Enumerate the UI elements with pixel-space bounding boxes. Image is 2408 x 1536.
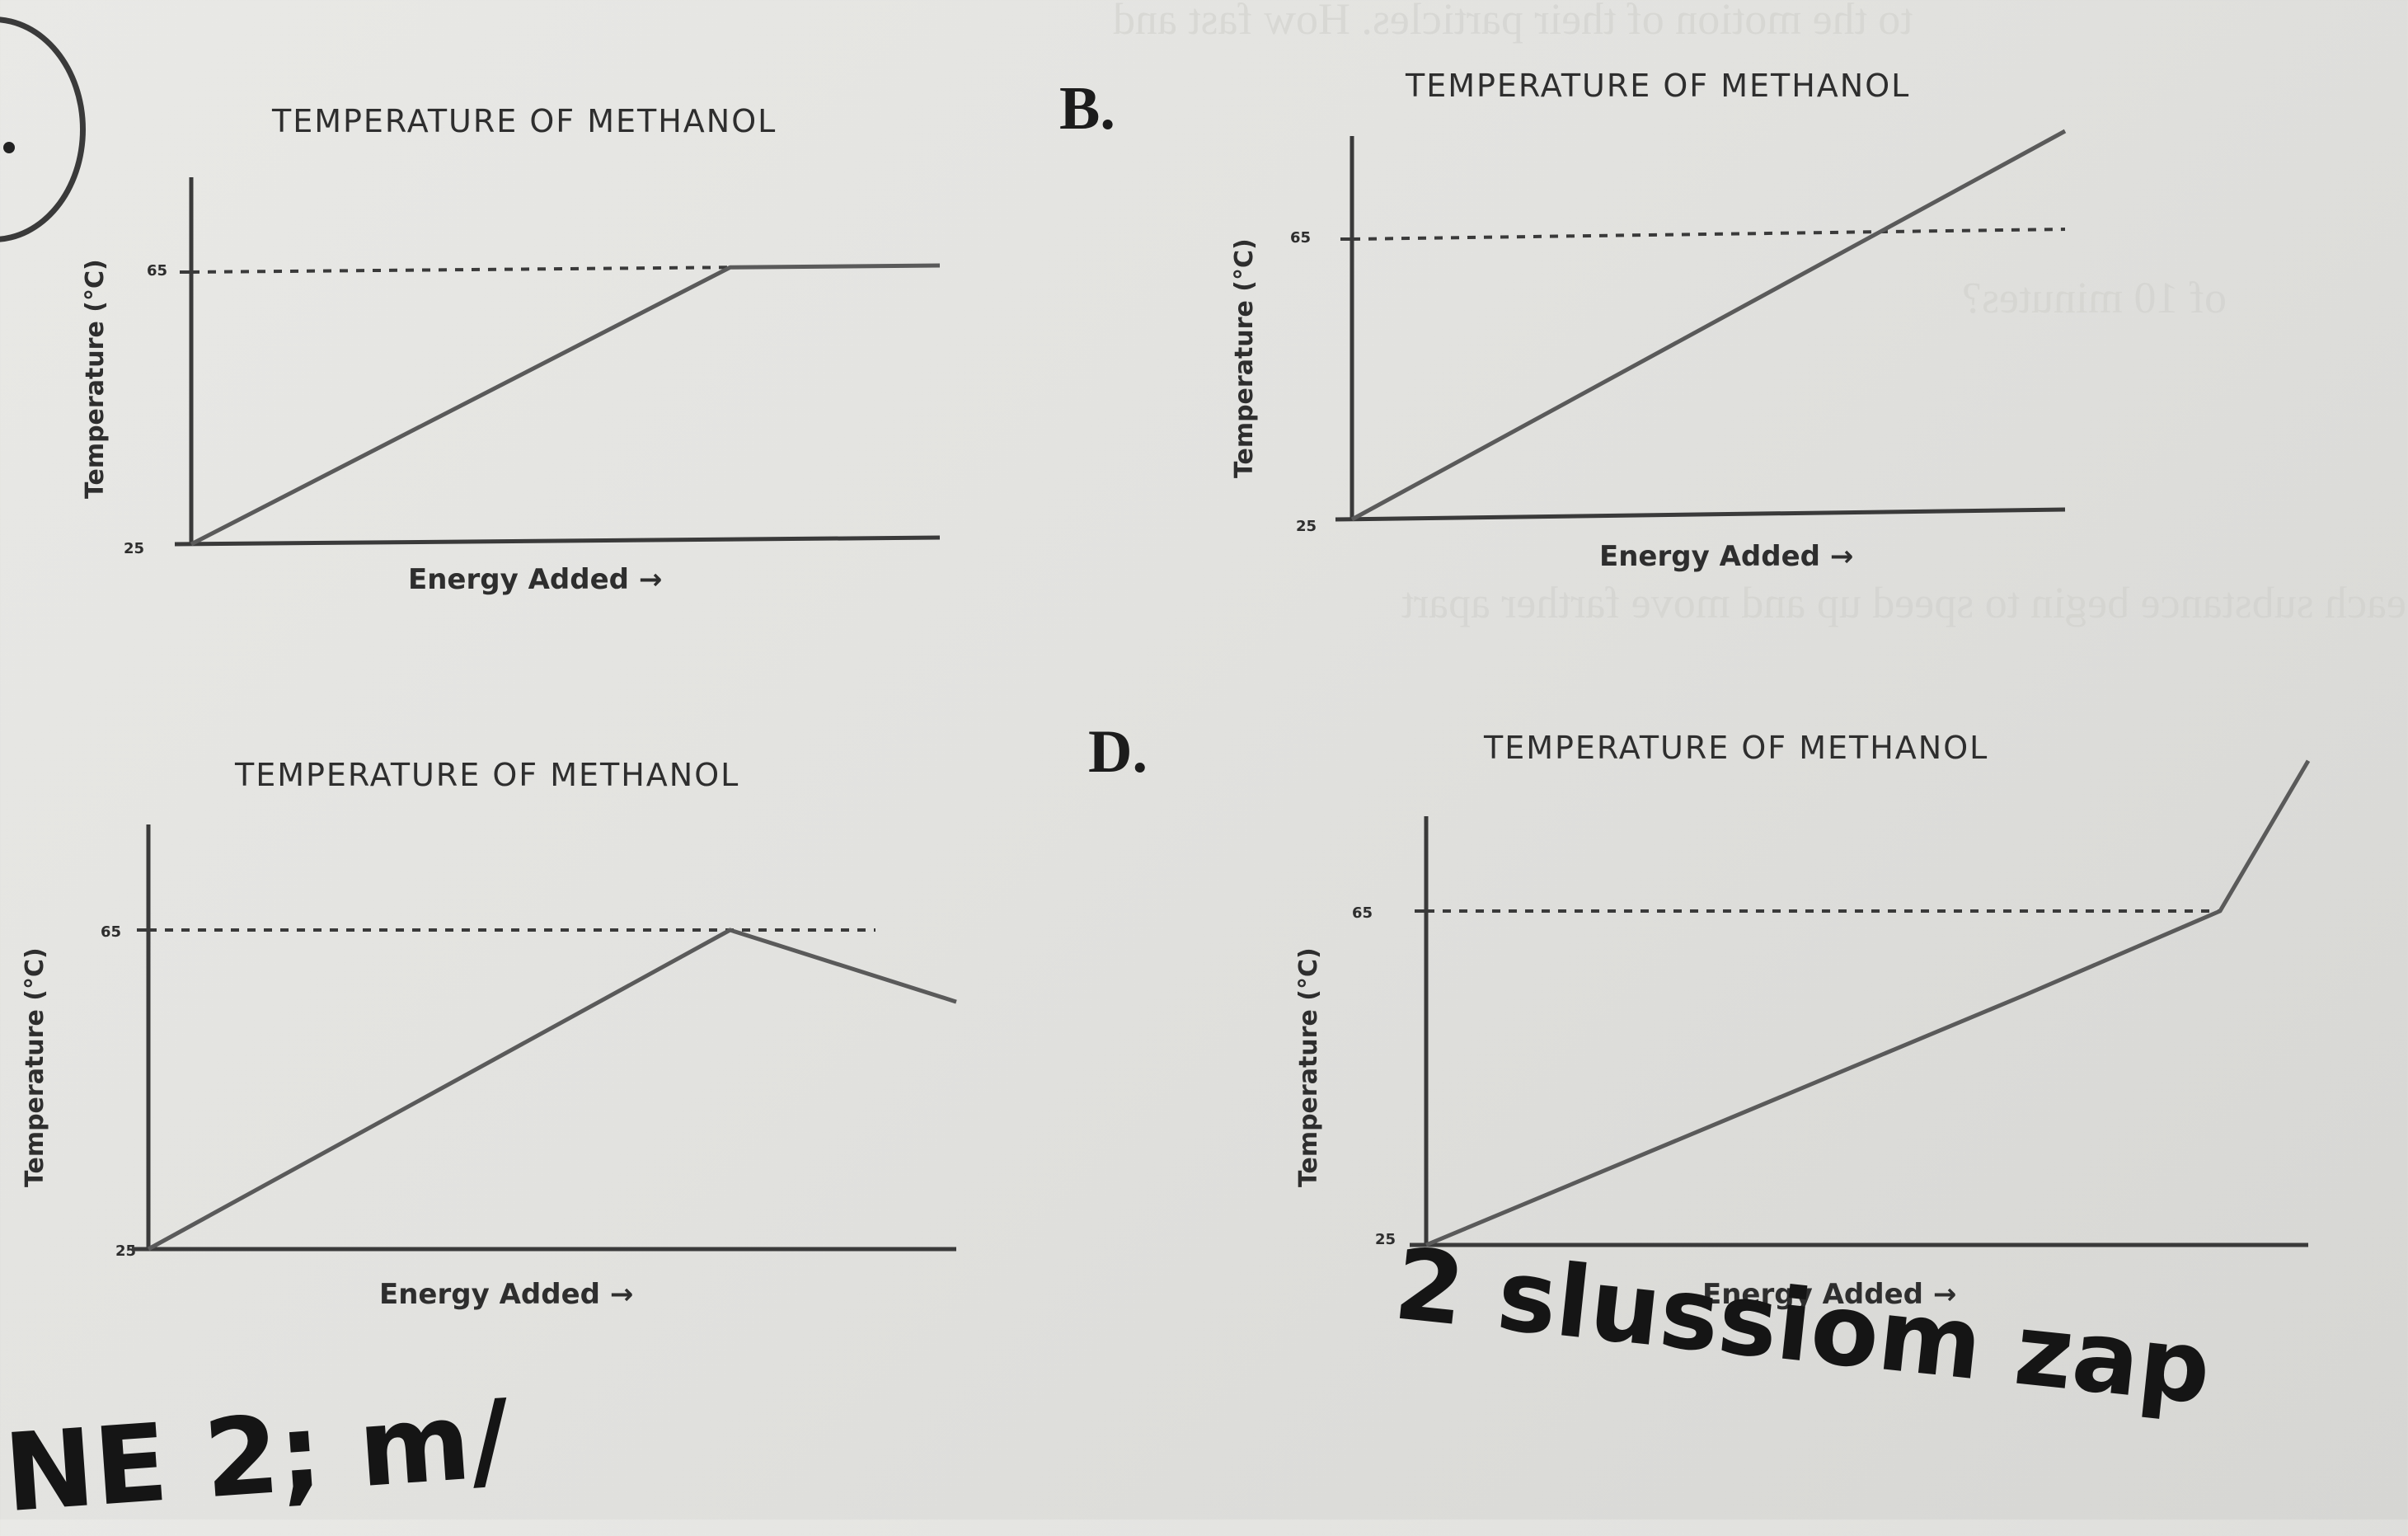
y-tick-high: 65 xyxy=(147,262,168,279)
series-line xyxy=(190,263,941,547)
y-tick-low: 25 xyxy=(115,1242,137,1260)
series-line xyxy=(147,928,957,1252)
x-axis-label: Energy Added → xyxy=(1702,1278,1957,1311)
series-line xyxy=(1350,129,2067,522)
y-tick-high: 65 xyxy=(1352,904,1373,922)
x-axis-label: Energy Added → xyxy=(1599,540,1854,573)
x-axis-label: Energy Added → xyxy=(379,1278,634,1311)
y-tick-low: 25 xyxy=(1296,518,1317,535)
panel-letter-b: B. xyxy=(1059,75,1115,143)
chart-title: TEMPERATURE OF METHANOL xyxy=(235,757,740,793)
x-axis-label: Energy Added → xyxy=(408,563,663,596)
x-axis xyxy=(1335,507,2066,522)
series-line xyxy=(1425,759,2311,1247)
panel-letter-d: D. xyxy=(1088,718,1148,786)
pen-dot xyxy=(3,142,15,153)
y-tick-high: 65 xyxy=(101,923,122,941)
chart-title: TEMPERATURE OF METHANOL xyxy=(1484,730,1989,766)
chart-title: TEMPERATURE OF METHANOL xyxy=(1406,68,1911,104)
y-tick-low: 25 xyxy=(1375,1231,1396,1248)
reference-line-65 xyxy=(1351,228,2066,241)
y-tick-low: 25 xyxy=(124,540,145,557)
x-axis xyxy=(174,535,941,547)
y-tick-high: 65 xyxy=(1290,229,1312,247)
chart-title: TEMPERATURE OF METHANOL xyxy=(272,103,777,139)
